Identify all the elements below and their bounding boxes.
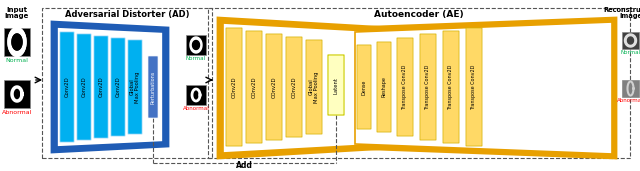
Text: Transpose Conv2D: Transpose Conv2D <box>403 64 408 110</box>
Text: Conv2D: Conv2D <box>81 77 86 97</box>
FancyBboxPatch shape <box>466 28 482 146</box>
FancyBboxPatch shape <box>77 34 91 140</box>
Text: Autoencoder (AE): Autoencoder (AE) <box>374 10 464 19</box>
Text: Abnormal: Abnormal <box>182 106 209 110</box>
Text: Reshape: Reshape <box>381 77 387 97</box>
FancyBboxPatch shape <box>266 34 282 140</box>
Polygon shape <box>190 37 202 53</box>
Polygon shape <box>627 37 634 44</box>
Text: COnv2D: COnv2D <box>252 76 257 98</box>
Text: Normal: Normal <box>620 49 640 55</box>
Text: Global
Max Pooling: Global Max Pooling <box>308 71 319 103</box>
FancyBboxPatch shape <box>94 36 108 138</box>
Polygon shape <box>8 28 26 56</box>
Polygon shape <box>218 18 390 158</box>
Bar <box>42 8 212 158</box>
Text: COnv2D: COnv2D <box>291 76 296 98</box>
Text: Adversarial Distorter (AD): Adversarial Distorter (AD) <box>65 10 189 19</box>
Text: Perturbations: Perturbations <box>150 70 156 104</box>
Text: Input: Input <box>6 7 28 13</box>
Text: Transpose Conv2D: Transpose Conv2D <box>472 64 477 110</box>
FancyBboxPatch shape <box>246 31 262 143</box>
FancyBboxPatch shape <box>111 38 125 136</box>
Polygon shape <box>193 41 200 49</box>
FancyBboxPatch shape <box>60 32 74 142</box>
FancyBboxPatch shape <box>357 45 371 129</box>
FancyBboxPatch shape <box>128 40 142 134</box>
FancyBboxPatch shape <box>377 42 391 132</box>
Text: Conv2D: Conv2D <box>115 77 120 97</box>
Text: Conv2D: Conv2D <box>99 77 104 97</box>
Bar <box>186 35 206 55</box>
Text: COnv2D: COnv2D <box>271 76 276 98</box>
Text: Conv2D: Conv2D <box>65 77 70 97</box>
Text: Normal: Normal <box>186 56 206 61</box>
Polygon shape <box>625 34 637 47</box>
Text: Reconstructed: Reconstructed <box>604 7 640 13</box>
Bar <box>622 80 639 97</box>
Text: Abnormal: Abnormal <box>617 97 640 102</box>
Bar <box>186 85 206 105</box>
Text: Latent: Latent <box>333 76 339 94</box>
Text: Image: Image <box>619 13 640 19</box>
FancyBboxPatch shape <box>443 31 459 143</box>
Text: Dense: Dense <box>362 79 367 95</box>
Polygon shape <box>8 28 26 56</box>
FancyBboxPatch shape <box>306 40 322 134</box>
Text: Transpose Conv2D: Transpose Conv2D <box>426 64 431 110</box>
Text: Global
Max Pooling: Global Max Pooling <box>129 71 140 103</box>
Text: Image: Image <box>5 13 29 19</box>
FancyBboxPatch shape <box>328 55 344 115</box>
Bar <box>4 80 30 108</box>
Polygon shape <box>355 22 612 154</box>
Text: Abnormal: Abnormal <box>2 109 32 115</box>
Text: Normal: Normal <box>6 57 28 62</box>
FancyBboxPatch shape <box>397 38 413 136</box>
Polygon shape <box>223 23 386 153</box>
Polygon shape <box>12 34 22 50</box>
Polygon shape <box>12 34 22 50</box>
FancyBboxPatch shape <box>286 37 302 137</box>
Text: Add: Add <box>236 161 253 170</box>
Polygon shape <box>350 18 616 158</box>
Polygon shape <box>57 27 163 147</box>
Text: COnv2D: COnv2D <box>232 76 237 98</box>
FancyBboxPatch shape <box>420 34 436 140</box>
Bar <box>208 8 630 158</box>
Bar <box>622 32 639 49</box>
FancyBboxPatch shape <box>226 28 242 146</box>
Polygon shape <box>52 22 168 152</box>
Text: Transpose Conv2D: Transpose Conv2D <box>449 64 454 110</box>
Bar <box>4 28 30 56</box>
FancyBboxPatch shape <box>148 56 158 118</box>
